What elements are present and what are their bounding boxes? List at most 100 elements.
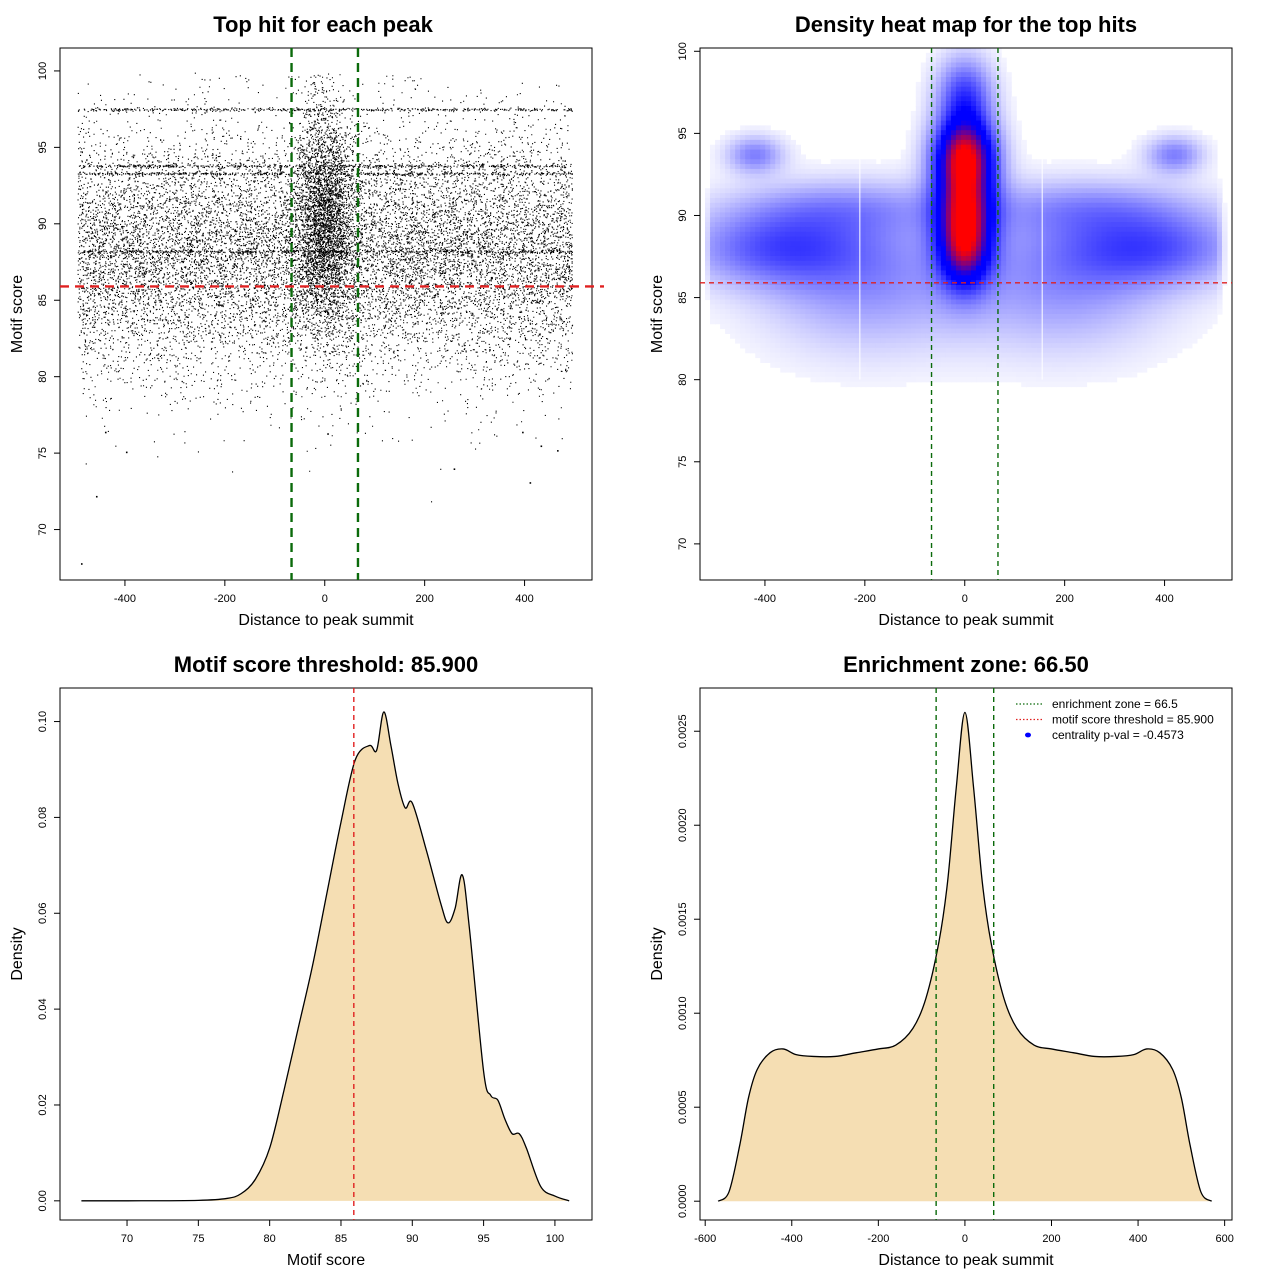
heatmap-cell <box>720 144 726 151</box>
heatmap-cell <box>1101 352 1108 359</box>
heatmap-cell <box>930 318 937 325</box>
heatmap-cell <box>805 309 812 315</box>
heatmap-cell <box>1156 314 1163 320</box>
heatmap-cell <box>920 197 927 204</box>
heatmap-cell <box>1016 125 1022 131</box>
heatmap-cell <box>1186 246 1193 252</box>
heatmap-cell <box>755 164 761 170</box>
heatmap-cell <box>1106 347 1113 354</box>
heatmap-cell <box>1116 328 1123 334</box>
heatmap-cell <box>1001 159 1007 165</box>
heatmap-cell <box>935 168 942 175</box>
heatmap-cell <box>1006 178 1012 185</box>
heatmap-cell <box>900 193 907 199</box>
heatmap-cell <box>1131 236 1138 243</box>
heatmap-cell <box>986 154 992 160</box>
heatmap-cell <box>935 77 942 83</box>
heatmap-cell <box>945 212 952 218</box>
heatmap-cell <box>895 318 902 325</box>
heatmap-cell <box>1036 284 1042 291</box>
heatmap-cell <box>810 314 817 320</box>
heatmap-cell <box>800 352 806 359</box>
heatmap-cell <box>960 135 967 141</box>
heatmap-cell <box>745 202 751 209</box>
heatmap-cell <box>1086 183 1093 189</box>
heatmap-cell <box>785 202 791 209</box>
heatmap-cell <box>830 338 837 344</box>
heatmap-cell <box>981 323 987 330</box>
heatmap-cell <box>1201 178 1208 185</box>
heatmap-cell <box>940 255 947 262</box>
heatmap-cell <box>971 241 977 247</box>
heatmap-cell <box>915 294 922 301</box>
heatmap-cell <box>910 222 917 228</box>
heatmap-cell <box>795 197 801 204</box>
heatmap-cell <box>1086 333 1093 339</box>
heatmap-cell <box>760 289 766 296</box>
heatmap-cell <box>1006 299 1012 305</box>
heatmap-cell <box>966 318 972 325</box>
heatmap-cell <box>745 246 751 252</box>
heatmap-cell <box>950 255 957 262</box>
heatmap-cell <box>830 352 837 359</box>
heatmap-cell <box>765 135 771 141</box>
heatmap-cell <box>940 193 947 199</box>
heatmap-cell <box>930 77 937 83</box>
heatmap-cell <box>1131 338 1138 344</box>
heatmap-cell <box>830 236 837 243</box>
heatmap-cell <box>1141 231 1148 238</box>
heatmap-cell <box>890 197 897 204</box>
heatmap-cell <box>1006 357 1012 363</box>
heatmap-cell <box>840 241 847 247</box>
heatmap-cell <box>825 183 832 189</box>
heatmap-cell <box>1201 168 1208 175</box>
heatmap-cell <box>945 236 952 243</box>
heatmap-cell <box>905 168 912 175</box>
heatmap-cell <box>986 144 992 151</box>
heatmap-cell <box>1116 236 1123 243</box>
heatmap-cell <box>1026 173 1032 180</box>
heatmap-cell <box>1076 246 1083 252</box>
heatmap-cell <box>1091 193 1098 199</box>
heatmap-cell <box>920 357 927 363</box>
heatmap-cell <box>991 67 997 73</box>
heatmap-cell <box>1076 289 1083 296</box>
heatmap-cell <box>1006 304 1012 310</box>
heatmap-cell <box>1006 149 1012 155</box>
heatmap-cell <box>981 72 987 78</box>
heatmap-cell <box>875 168 882 175</box>
heatmap-cell <box>1151 357 1158 363</box>
heatmap-cell <box>1186 202 1193 209</box>
heatmap-cell <box>710 275 716 281</box>
heatmap-cell <box>1161 222 1168 228</box>
heatmap-cell <box>785 265 791 272</box>
heatmap-cell <box>1086 173 1093 180</box>
heatmap-cell <box>835 251 842 257</box>
heatmap-cell <box>735 304 741 310</box>
heatmap-cell <box>750 168 756 175</box>
heatmap-cell <box>1011 352 1017 359</box>
heatmap-cell <box>750 328 756 334</box>
heatmap-cell <box>991 226 997 233</box>
heatmap-cell <box>800 178 806 185</box>
heatmap-cell <box>1176 284 1183 291</box>
heatmap-cell <box>795 357 801 363</box>
heatmap-cell <box>1036 323 1042 330</box>
heatmap-cell <box>910 207 917 214</box>
heatmap-cell <box>725 144 731 151</box>
heatmap-cell <box>935 178 942 185</box>
heatmap-cell <box>790 149 796 155</box>
heatmap-cell <box>1106 241 1113 247</box>
heatmap-cell <box>1101 304 1108 310</box>
heatmap-cell <box>1016 207 1022 214</box>
heatmap-cell <box>1146 284 1153 291</box>
heatmap-cell <box>835 357 842 363</box>
heatmap-cell <box>1016 362 1022 368</box>
heatmap-cell <box>966 299 972 305</box>
heatmap-cell <box>850 260 857 267</box>
heatmap-cell <box>991 236 997 243</box>
heatmap-cell <box>1056 318 1062 325</box>
heatmap-cell <box>1036 328 1042 334</box>
heatmap-cell <box>865 236 872 243</box>
heatmap-cell <box>900 338 907 344</box>
